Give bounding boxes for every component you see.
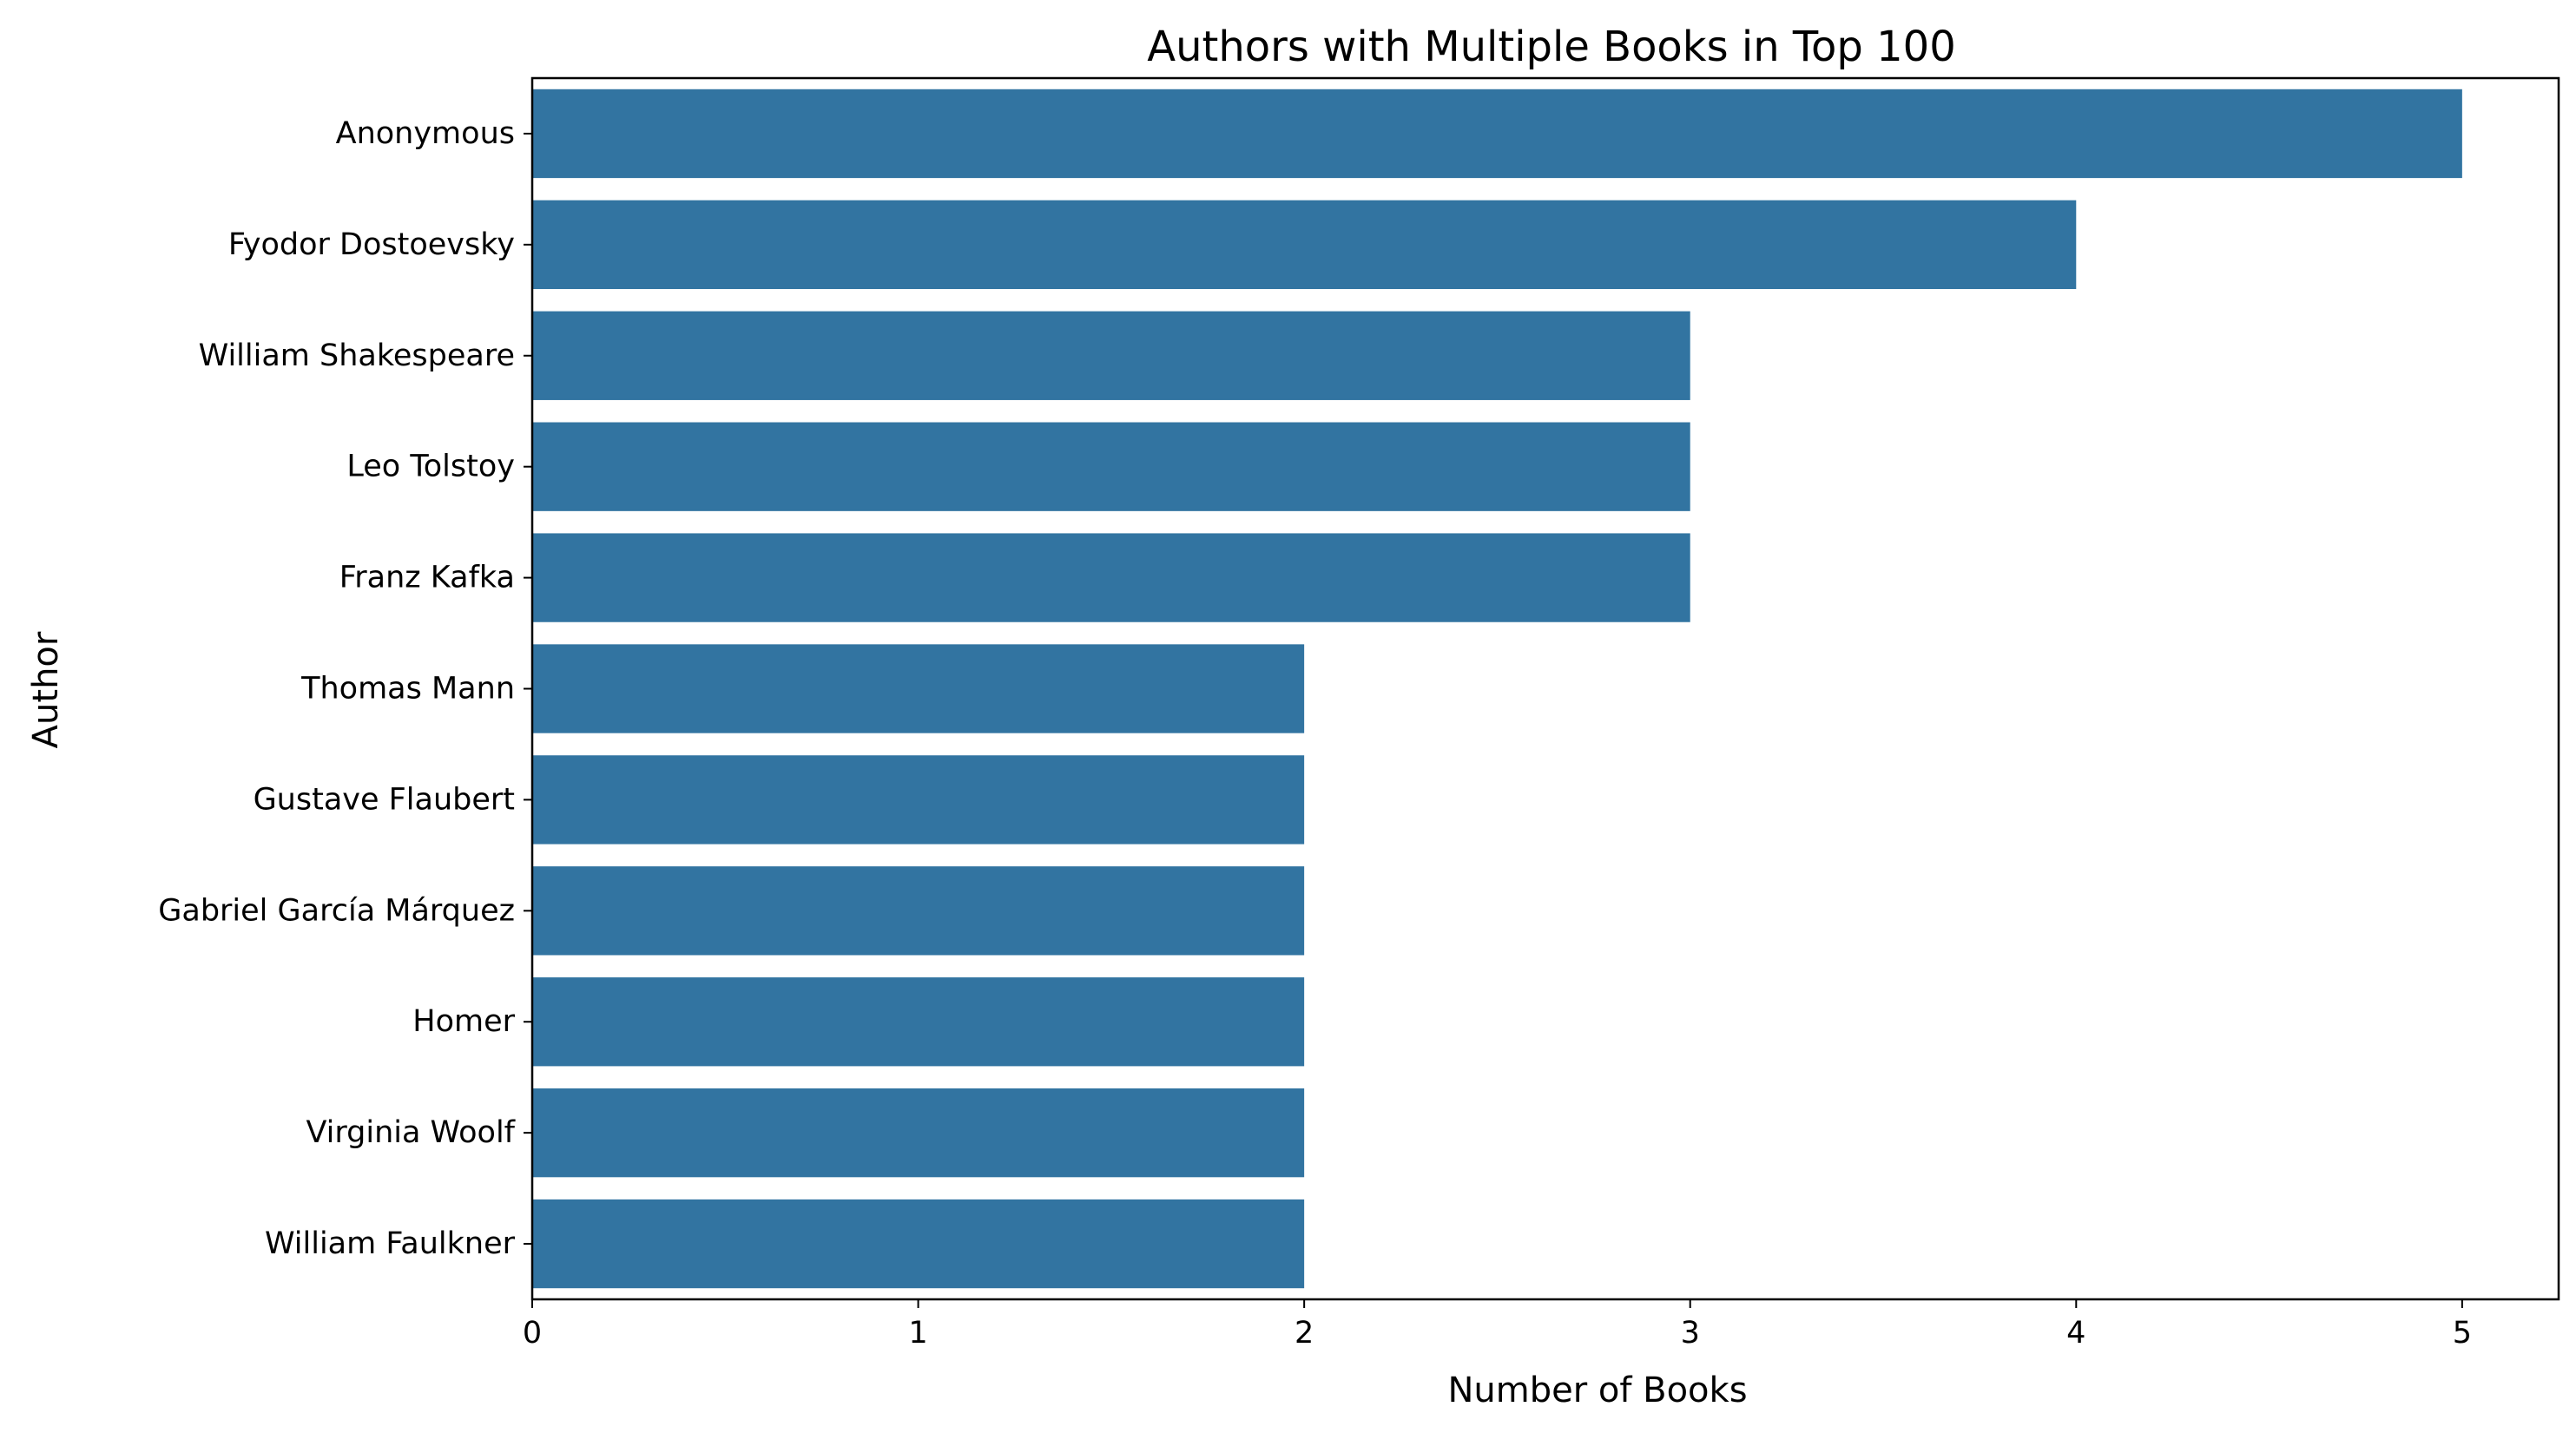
x-tick-label: 5 [2453, 1316, 2472, 1351]
bar-homer [532, 977, 1305, 1067]
y-tick-label: Anonymous [336, 116, 515, 151]
y-tick-label: Virginia Woolf [306, 1115, 515, 1150]
bar-william-faulkner [532, 1199, 1305, 1289]
x-tick-label: 1 [908, 1316, 927, 1351]
y-tick-label: Gabriel García Márquez [158, 893, 515, 928]
y-axis-ticks: Anonymous Fyodor Dostoevsky William Shakes… [158, 116, 532, 1261]
x-axis-label: Number of Books [1447, 1371, 1747, 1410]
y-tick-label: William Faulkner [265, 1226, 516, 1261]
y-tick-label: Franz Kafka [339, 561, 515, 595]
bar-thomas-mann [532, 644, 1305, 733]
y-tick-label: Thomas Mann [300, 672, 515, 707]
y-tick-label: William Shakespeare [199, 339, 515, 373]
x-axis-ticks: 0 1 2 3 4 5 [523, 1299, 2472, 1351]
y-axis-label: Author [26, 631, 66, 748]
x-tick-label: 4 [2066, 1316, 2085, 1351]
x-tick-label: 3 [1681, 1316, 1700, 1351]
plot-frame [530, 76, 2560, 1301]
bars-group [532, 89, 2462, 1289]
bar-fyodor-dostoevsky [532, 200, 2077, 290]
x-tick-label: 2 [1295, 1316, 1314, 1351]
y-tick-label: Homer [412, 1004, 515, 1039]
y-tick-label: Leo Tolstoy [346, 450, 515, 484]
bar-franz-kafka [532, 533, 1690, 622]
bar-anonymous [532, 89, 2462, 179]
y-tick-label: Fyodor Dostoevsky [228, 227, 515, 262]
x-tick-label: 0 [523, 1316, 542, 1351]
bar-gustave-flaubert [532, 755, 1305, 845]
bar-gabriel-garc-a-m-rquez [532, 866, 1305, 956]
y-tick-label: Gustave Flaubert [254, 782, 515, 817]
bar-william-shakespeare [532, 311, 1690, 400]
chart-title: Authors with Multiple Books in Top 100 [1147, 23, 1956, 71]
bar-virginia-woolf [532, 1088, 1305, 1178]
bar-leo-tolstoy [532, 422, 1690, 511]
